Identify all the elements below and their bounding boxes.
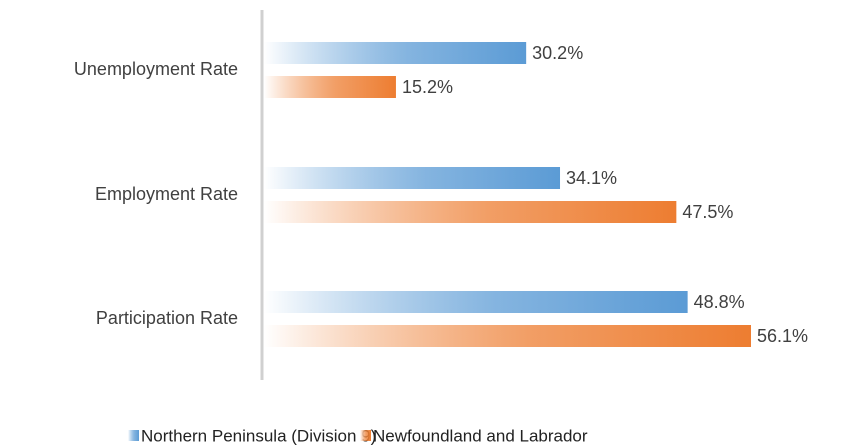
data-label: 15.2%: [402, 77, 453, 97]
legend-swatch: [360, 430, 371, 441]
data-label: 30.2%: [532, 43, 583, 63]
bar: [264, 167, 561, 189]
data-label: 48.8%: [694, 292, 745, 312]
bar: [264, 201, 677, 223]
data-label: 47.5%: [682, 202, 733, 222]
data-label: 34.1%: [566, 168, 617, 188]
bar: [264, 76, 396, 98]
category-label: Employment Rate: [95, 184, 238, 204]
category-label: Unemployment Rate: [74, 59, 238, 79]
legend-label: Newfoundland and Labrador: [373, 426, 588, 445]
legend-swatch: [128, 430, 139, 441]
category-label: Participation Rate: [96, 308, 238, 328]
bar: [264, 325, 751, 347]
legend-label: Northern Peninsula (Division 9): [141, 426, 376, 445]
bar: [264, 42, 527, 64]
data-label: 56.1%: [757, 326, 808, 346]
bar: [264, 291, 688, 313]
